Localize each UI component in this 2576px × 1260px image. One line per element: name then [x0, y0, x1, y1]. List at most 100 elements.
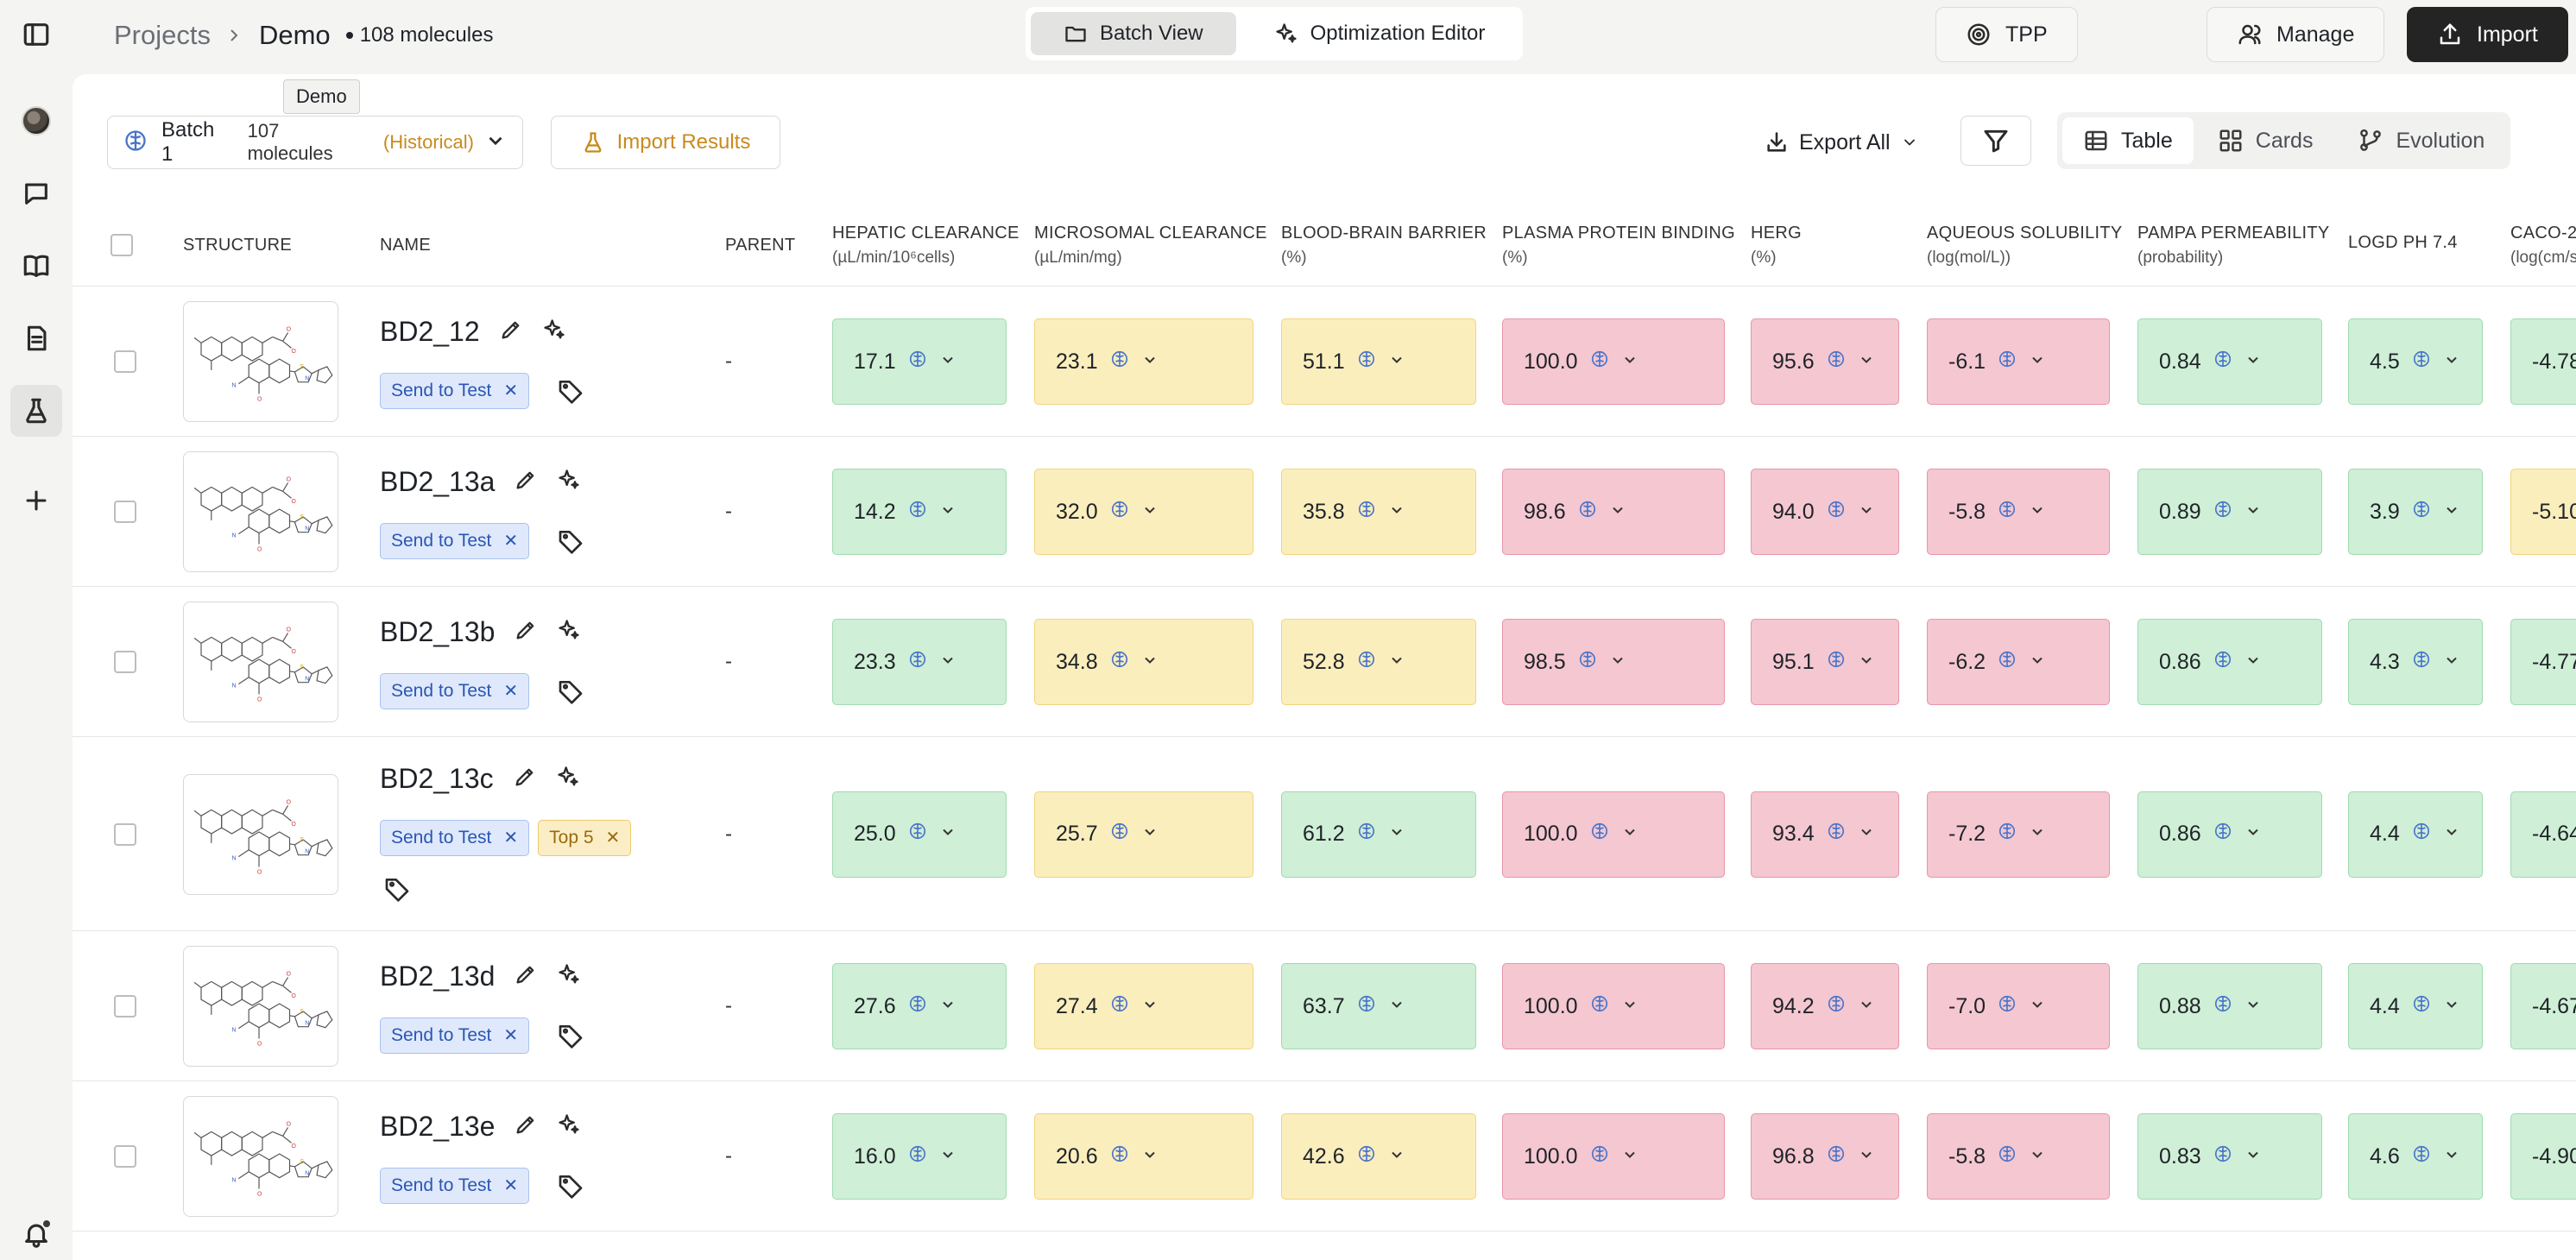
property-cell[interactable]: 32.0	[1034, 469, 1253, 555]
remove-tag-icon[interactable]: ✕	[503, 532, 519, 551]
add-tag-button[interactable]	[380, 872, 414, 906]
edit-name-button[interactable]	[499, 318, 523, 346]
chevron-down-icon[interactable]	[1141, 822, 1159, 847]
property-cell[interactable]: 4.4	[2348, 963, 2483, 1049]
chevron-down-icon[interactable]	[2443, 350, 2460, 375]
chevron-down-icon[interactable]	[2029, 822, 2046, 847]
property-cell[interactable]: 94.2	[1751, 963, 1899, 1049]
property-cell[interactable]: 100.0	[1502, 318, 1725, 405]
remove-tag-icon[interactable]: ✕	[503, 682, 519, 701]
chevron-down-icon[interactable]	[2443, 994, 2460, 1019]
column-header-prop[interactable]: PLASMA PROTEIN BINDING (%)	[1502, 204, 1735, 287]
optimize-button[interactable]	[557, 618, 581, 646]
chevron-down-icon[interactable]	[1621, 1144, 1638, 1169]
user-avatar-button[interactable]	[10, 95, 62, 147]
tag-chip[interactable]: Top 5 ✕	[538, 820, 632, 856]
view-table-button[interactable]: Table	[2062, 117, 2194, 164]
view-cards-button[interactable]: Cards	[2197, 117, 2334, 164]
tag-chip[interactable]: Send to Test ✕	[380, 373, 530, 409]
row-checkbox[interactable]	[114, 822, 136, 846]
property-cell[interactable]: 95.6	[1751, 318, 1899, 405]
property-cell[interactable]: -7.2	[1927, 791, 2110, 878]
tag-chip[interactable]: Send to Test ✕	[380, 1168, 530, 1204]
chevron-down-icon[interactable]	[1621, 350, 1638, 375]
column-header-prop[interactable]: BLOOD-BRAIN BARRIER (%)	[1281, 204, 1487, 287]
notifications-button[interactable]	[10, 1208, 62, 1260]
column-header-prop[interactable]: LOGD PH 7.4	[2348, 204, 2458, 287]
property-cell[interactable]: 4.4	[2348, 791, 2483, 878]
property-cell[interactable]: 4.5	[2348, 318, 2483, 405]
property-cell[interactable]: 94.0	[1751, 469, 1899, 555]
molecule-name[interactable]: BD2_13a	[380, 466, 496, 497]
property-cell[interactable]: 98.6	[1502, 469, 1725, 555]
chevron-down-icon[interactable]	[2245, 650, 2262, 675]
chevron-down-icon[interactable]	[1858, 822, 1875, 847]
optimize-button[interactable]	[542, 318, 566, 346]
property-cell[interactable]: 35.8	[1281, 469, 1476, 555]
molecule-name[interactable]: BD2_12	[380, 316, 480, 347]
chevron-down-icon[interactable]	[939, 500, 957, 525]
property-cell[interactable]: 27.4	[1034, 963, 1253, 1049]
optimize-button[interactable]	[557, 962, 581, 991]
manage-button[interactable]: Manage	[2207, 7, 2385, 62]
add-tag-button[interactable]	[553, 1169, 588, 1203]
chevron-down-icon[interactable]	[1141, 1144, 1159, 1169]
property-cell[interactable]: 98.5	[1502, 619, 1725, 705]
property-cell[interactable]: 27.6	[832, 963, 1007, 1049]
property-cell[interactable]: -6.2	[1927, 619, 2110, 705]
chevron-down-icon[interactable]	[2443, 650, 2460, 675]
edit-name-button[interactable]	[514, 962, 538, 991]
add-tag-button[interactable]	[553, 524, 588, 558]
breadcrumb-projects-link[interactable]: Projects	[114, 20, 211, 50]
chevron-down-icon[interactable]	[2245, 350, 2262, 375]
property-cell[interactable]: 61.2	[1281, 791, 1476, 878]
chevron-down-icon[interactable]	[1141, 500, 1159, 525]
export-all-button[interactable]: Export All	[1758, 116, 1925, 169]
view-evolution-button[interactable]: Evolution	[2337, 117, 2505, 164]
column-header-name[interactable]: NAME	[380, 235, 431, 255]
import-button[interactable]: Import	[2407, 7, 2568, 62]
molecule-name[interactable]: BD2_13d	[380, 961, 496, 992]
property-cell[interactable]: -5.8	[1927, 1113, 2110, 1200]
column-header-prop[interactable]: CACO-2 (log(cm/s))	[2510, 204, 2576, 287]
chevron-down-icon[interactable]	[2029, 500, 2046, 525]
property-cell[interactable]: 14.2	[832, 469, 1007, 555]
chevron-down-icon[interactable]	[1621, 822, 1638, 847]
property-cell[interactable]: 17.1	[832, 318, 1007, 405]
edit-name-button[interactable]	[514, 618, 538, 646]
tag-chip[interactable]: Send to Test ✕	[380, 1017, 530, 1054]
property-cell[interactable]: 25.7	[1034, 791, 1253, 878]
property-cell[interactable]: 96.8	[1751, 1113, 1899, 1200]
chevron-down-icon[interactable]	[1388, 500, 1405, 525]
chevron-down-icon[interactable]	[1858, 500, 1875, 525]
chevron-down-icon[interactable]	[1141, 350, 1159, 375]
chevron-down-icon[interactable]	[1858, 994, 1875, 1019]
column-header-prop[interactable]: PAMPA PERMEABILITY (probability)	[2137, 204, 2330, 287]
property-cell[interactable]: 52.8	[1281, 619, 1476, 705]
property-cell[interactable]: 3.9	[2348, 469, 2483, 555]
row-checkbox[interactable]	[114, 501, 136, 523]
add-tag-button[interactable]	[553, 674, 588, 709]
property-cell[interactable]: 0.84	[2137, 318, 2322, 405]
property-cell[interactable]: 25.0	[832, 791, 1007, 878]
row-checkbox[interactable]	[114, 651, 136, 673]
edit-name-button[interactable]	[514, 468, 538, 496]
tag-chip[interactable]: Send to Test ✕	[380, 820, 530, 856]
add-nav-button[interactable]	[10, 475, 62, 526]
property-cell[interactable]: 0.89	[2137, 469, 2322, 555]
property-cell[interactable]: -7.0	[1927, 963, 2110, 1049]
property-cell[interactable]: -4.67	[2510, 963, 2576, 1049]
column-header-prop[interactable]: HERG (%)	[1751, 204, 1802, 287]
chevron-down-icon[interactable]	[2443, 1144, 2460, 1169]
chevron-down-icon[interactable]	[939, 994, 957, 1019]
property-cell[interactable]: -4.78	[2510, 318, 2576, 405]
remove-tag-icon[interactable]: ✕	[503, 1176, 519, 1195]
